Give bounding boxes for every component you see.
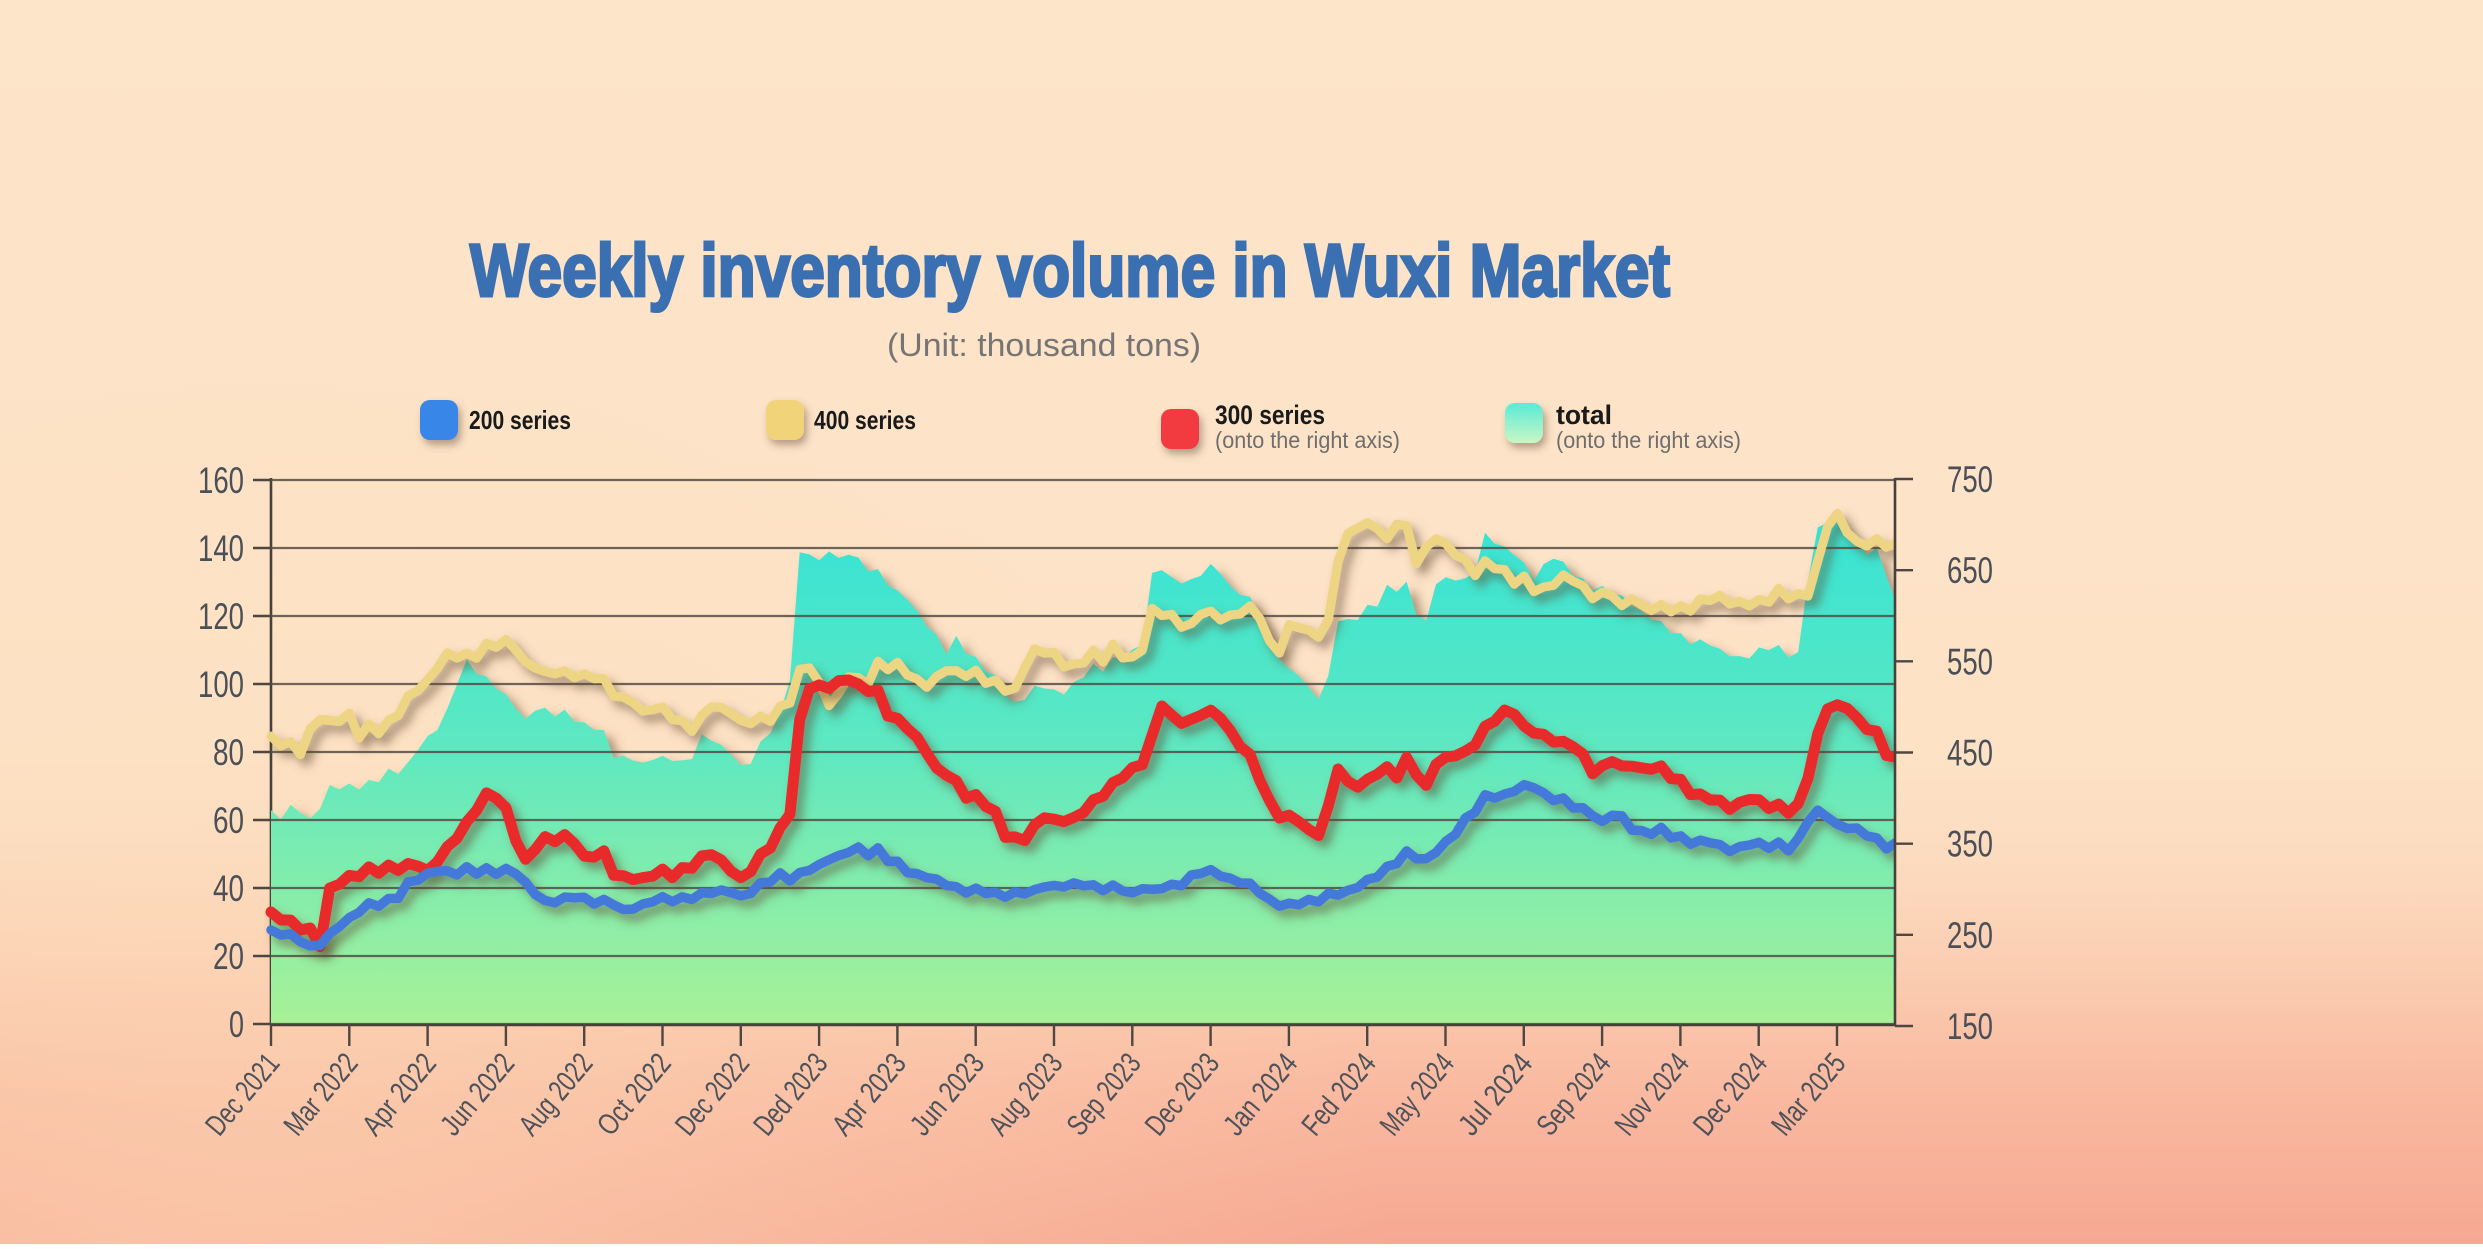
svg-text:20: 20 [213,936,244,977]
svg-text:(onto the right axis): (onto the right axis) [1215,427,1400,453]
svg-text:750: 750 [1947,459,1993,500]
svg-text:(onto the right axis): (onto the right axis) [1556,427,1741,453]
svg-text:400 series: 400 series [814,405,916,435]
svg-text:550: 550 [1947,641,1993,682]
svg-text:300 series: 300 series [1215,400,1325,430]
svg-text:100: 100 [198,664,244,705]
svg-text:650: 650 [1947,550,1993,591]
svg-text:140: 140 [198,528,244,569]
svg-text:350: 350 [1947,824,1993,865]
svg-text:80: 80 [213,732,244,773]
svg-text:200 series: 200 series [469,405,571,435]
svg-text:150: 150 [1947,1006,1993,1047]
svg-text:0: 0 [229,1004,244,1045]
svg-text:Weekly inventory volume in Wux: Weekly inventory volume in Wuxi Market [470,229,1670,312]
svg-text:(Unit: thousand tons): (Unit: thousand tons) [887,327,1201,363]
svg-text:total: total [1556,400,1612,430]
svg-text:40: 40 [213,868,244,909]
svg-text:160: 160 [198,460,244,501]
svg-text:120: 120 [198,596,244,637]
svg-text:60: 60 [213,800,244,841]
svg-text:450: 450 [1947,733,1993,774]
svg-text:250: 250 [1947,915,1993,956]
